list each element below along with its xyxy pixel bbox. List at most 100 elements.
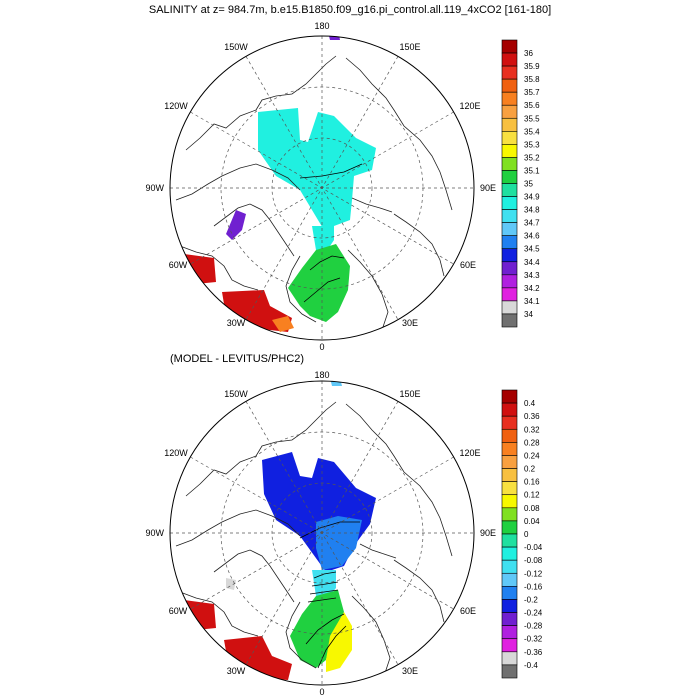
colorbar-swatch: [501, 664, 518, 679]
colorbar-swatch: [501, 144, 518, 158]
colorbar-swatch: [501, 131, 518, 145]
region-nordic-seas: [288, 244, 350, 322]
colorbar-swatch: [501, 402, 518, 417]
colorbar-swatch: [501, 313, 518, 328]
region-fram-strait: [312, 226, 334, 252]
region-ne-atlantic-patch: [272, 316, 294, 332]
coastline: [175, 55, 453, 331]
colorbar-tick-label: 35.8: [524, 75, 540, 84]
lon-label-150w: 150W: [224, 389, 248, 399]
colorbar-tick-label: 34.8: [524, 206, 540, 215]
colorbar-swatch: [501, 455, 518, 469]
colorbar-swatch: [501, 235, 518, 250]
colorbar-swatch: [501, 389, 518, 404]
colorbar-tick-label: -0.32: [524, 635, 543, 644]
colorbar-tick-label: 0.28: [524, 438, 540, 447]
colorbar-swatch: [501, 520, 518, 535]
lon-label-120e: 120E: [459, 448, 480, 458]
colorbar-tick-label: 34: [524, 310, 533, 319]
chart-title: SALINITY at z= 984.7m, b.e15.B1850.f09_g…: [149, 4, 551, 16]
colorbar-swatch: [501, 157, 518, 171]
lon-label-90w: 90W: [145, 528, 164, 538]
colorbar-swatch: [501, 599, 518, 613]
colorbar-tick-label: 36: [524, 49, 533, 58]
colorbar-swatch: [501, 209, 518, 223]
colorbar-swatch: [501, 248, 518, 263]
colorbar-swatch: [501, 300, 518, 315]
contour-line: [299, 163, 363, 303]
colorbar-tick-label: -0.12: [524, 569, 543, 578]
colorbar-tick-label: 0.4: [524, 399, 536, 408]
colorbar-swatch: [501, 287, 518, 302]
region-labrador-atlantic: [184, 254, 292, 332]
graticule: [170, 381, 474, 685]
lon-label-30w: 30W: [227, 666, 246, 676]
difference-map-panel: (MODEL - LEVITUS/PHC2) 180 0: [145, 353, 542, 697]
chart-title: (MODEL - LEVITUS/PHC2): [170, 353, 304, 365]
colorbar-swatch: [501, 533, 518, 548]
colorbar-tick-label: -0.16: [524, 582, 543, 591]
lon-label-30e: 30E: [402, 318, 418, 328]
lon-label-60w: 60W: [169, 260, 188, 270]
colorbar-swatch: [501, 546, 518, 561]
colorbar-tick-label: 34.1: [524, 297, 540, 306]
lon-label-150e: 150E: [399, 42, 420, 52]
colorbar-swatch: [501, 625, 518, 640]
colorbar-tick-label: -0.28: [524, 622, 543, 631]
colorbar-tick-label: 34.9: [524, 193, 540, 202]
colorbar-tick-label: -0.04: [524, 543, 543, 552]
colorbar-tick-label: 35.3: [524, 140, 540, 149]
colorbar-swatch: [501, 494, 518, 509]
colorbar-tick-label: 34.5: [524, 245, 540, 254]
colorbar-tick-label: 35.9: [524, 62, 540, 71]
lon-label-120w: 120W: [164, 448, 188, 458]
lon-label-150e: 150E: [399, 389, 420, 399]
colorbar-tick-label: -0.36: [524, 648, 543, 657]
colorbar-tick-label: 34.3: [524, 271, 540, 280]
colorbar-tick-label: 35.2: [524, 153, 540, 162]
map-boundary: [169, 35, 475, 341]
lon-label-90e: 90E: [480, 528, 496, 538]
colorbar-swatch: [501, 261, 518, 276]
region-labrador-atlantic: [184, 600, 292, 680]
lon-label-90w: 90W: [145, 183, 164, 193]
colorbar-swatch: [501, 91, 518, 106]
colorbar-tick-label: -0.08: [524, 556, 543, 565]
colorbar-swatch: [501, 559, 518, 574]
colorbar-swatch: [501, 572, 518, 587]
colorbar-swatch: [501, 507, 518, 522]
colorbar-swatch: [501, 415, 518, 430]
colorbar-tick-label: 35.7: [524, 88, 540, 97]
colorbar-swatch: [501, 222, 518, 236]
colorbar-tick-label: -0.2: [524, 595, 538, 604]
lon-label-30w: 30W: [227, 318, 246, 328]
colorbar-tick-label: 0.36: [524, 412, 540, 421]
colorbar-tick-label: 0.12: [524, 491, 540, 500]
colorbar-swatch: [501, 183, 518, 197]
colorbar-swatch: [501, 52, 518, 67]
colorbar-swatch: [501, 586, 518, 600]
colorbar-swatch: [501, 468, 518, 482]
lon-label-120e: 120E: [459, 101, 480, 111]
region-arctic-basin: [258, 108, 376, 230]
colorbar-tick-label: 35.4: [524, 127, 540, 136]
lon-label-120w: 120W: [164, 101, 188, 111]
colorbar-difference: 0.4 0.36 0.32 0.28 0.24 0.2 0.16 0.12 0.08 0.04 0 -…: [501, 389, 543, 679]
colorbar-tick-label: 34.7: [524, 219, 540, 228]
colorbar-tick-label: 35.1: [524, 166, 540, 175]
colorbar-tick-label: 34.4: [524, 258, 540, 267]
colorbar-swatch: [501, 651, 518, 666]
region-nordic-seas: [290, 590, 344, 668]
colorbar-tick-label: 0.32: [524, 425, 540, 434]
colorbar-tick-label: 34.6: [524, 232, 540, 241]
colorbar-tick-label: 35.6: [524, 101, 540, 110]
colorbar-tick-label: 0.16: [524, 478, 540, 487]
colorbar-tick-label: 0.04: [524, 517, 540, 526]
lon-label-60e: 60E: [460, 260, 476, 270]
lon-label-0: 0: [319, 687, 324, 697]
colorbar-swatch: [501, 612, 518, 626]
colorbar-swatch: [501, 442, 518, 456]
lon-label-60e: 60E: [460, 606, 476, 616]
lon-label-180: 180: [314, 370, 329, 380]
